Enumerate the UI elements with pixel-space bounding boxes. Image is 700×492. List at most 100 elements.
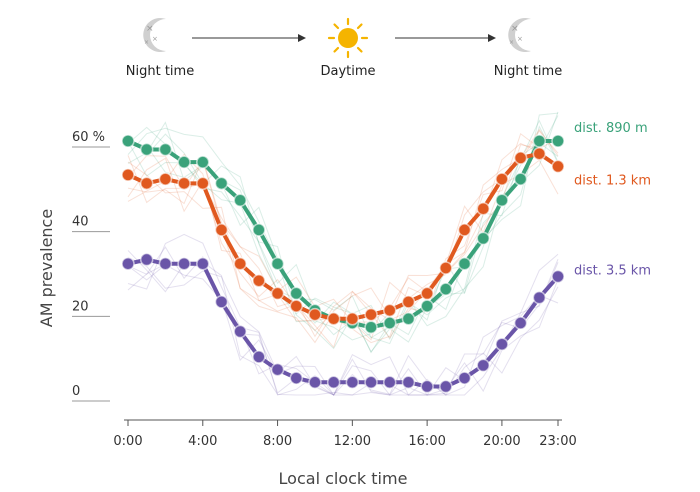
y-tick-label: 60 % [72, 130, 105, 145]
data-point [495, 337, 509, 351]
data-point [345, 312, 360, 326]
background-trace [127, 256, 559, 396]
background-trace [127, 115, 559, 353]
data-point [252, 273, 266, 288]
data-point [364, 375, 378, 390]
series-label: dist. 3.5 km [574, 263, 651, 278]
svg-text:×: × [152, 35, 158, 43]
data-point [551, 134, 565, 148]
data-point [289, 286, 304, 301]
data-point [532, 134, 547, 148]
phase-label-night-end: Night time [494, 64, 562, 79]
data-point [233, 257, 247, 271]
y-tick-label: 0 [72, 384, 80, 399]
svg-text:×: × [144, 39, 149, 46]
data-point [252, 223, 266, 237]
data-point [196, 176, 210, 191]
moon-icon: × × × [143, 18, 166, 52]
background-trace [127, 112, 559, 354]
data-point [401, 375, 416, 390]
data-point [439, 379, 453, 394]
data-point [121, 257, 135, 271]
moon-icon: × × × [508, 18, 531, 52]
series-label: dist. 1.3 km [574, 173, 651, 188]
data-point [513, 151, 528, 165]
background-trace [127, 233, 559, 396]
data-point [439, 261, 453, 275]
data-point [214, 223, 229, 237]
data-point [214, 176, 229, 191]
data-point [177, 257, 191, 271]
x-tick-label: 12:00 [334, 434, 371, 449]
data-point [308, 375, 322, 390]
data-point [439, 282, 453, 296]
data-point [457, 371, 472, 385]
background-trace [127, 125, 559, 339]
svg-text:×: × [511, 24, 519, 34]
data-point [326, 312, 341, 326]
data-point [177, 155, 191, 169]
data-point [289, 299, 304, 313]
data-point [233, 324, 247, 339]
data-point [513, 316, 528, 330]
data-point [364, 307, 378, 322]
data-point [401, 295, 416, 309]
data-point [233, 193, 247, 208]
data-point [420, 286, 434, 301]
x-tick-label: 23:00 [539, 434, 576, 449]
phase-label-night-start: Night time [126, 64, 194, 79]
series-layer: dist. 890 m dist. 1.3 km dist. 3.5 km [121, 121, 651, 394]
data-point [196, 155, 210, 169]
data-point [158, 172, 173, 186]
series-2: dist. 1.3 km [121, 146, 651, 326]
data-point [196, 257, 210, 271]
data-point [121, 134, 135, 148]
x-axis-title: Local clock time [279, 469, 408, 488]
data-point [551, 269, 565, 284]
data-point [382, 375, 397, 390]
background-trace [127, 253, 559, 396]
data-point [345, 375, 360, 390]
data-point [139, 142, 154, 157]
series-line [127, 151, 560, 321]
series-1: dist. 890 m [121, 121, 648, 335]
data-point [270, 286, 285, 301]
data-point [326, 375, 341, 390]
y-axis-title: AM prevalence [37, 209, 56, 327]
data-point [139, 252, 154, 267]
data-point [476, 358, 490, 373]
series-3: dist. 3.5 km [121, 252, 651, 394]
background-trace [127, 119, 559, 341]
y-tick-label: 40 [72, 215, 89, 230]
data-point [457, 223, 472, 237]
data-point [308, 307, 322, 322]
data-point [158, 257, 173, 271]
data-point [158, 142, 173, 157]
data-point [382, 303, 397, 318]
phase-label-day: Daytime [320, 64, 375, 79]
data-point [139, 176, 154, 191]
x-tick-label: 16:00 [408, 434, 445, 449]
svg-text:×: × [509, 39, 514, 46]
x-tick-label: 20:00 [483, 434, 520, 449]
y-tick-label: 20 [72, 299, 89, 314]
data-point [513, 172, 528, 186]
data-point [532, 146, 547, 161]
data-point [270, 362, 285, 377]
data-point [495, 193, 509, 208]
x-tick-label: 0:00 [113, 434, 142, 449]
data-point [289, 371, 304, 385]
data-point [476, 231, 490, 246]
phase-header: × × × Night time Day [126, 17, 562, 79]
data-point [364, 320, 378, 335]
data-point [252, 350, 266, 364]
data-point [401, 312, 416, 326]
sun-icon [327, 17, 369, 59]
x-tick-label: 4:00 [188, 434, 217, 449]
data-point [177, 176, 191, 191]
data-point [214, 295, 229, 309]
data-point [121, 168, 135, 182]
svg-text:×: × [517, 35, 523, 43]
x-tick-label: 8:00 [263, 434, 292, 449]
